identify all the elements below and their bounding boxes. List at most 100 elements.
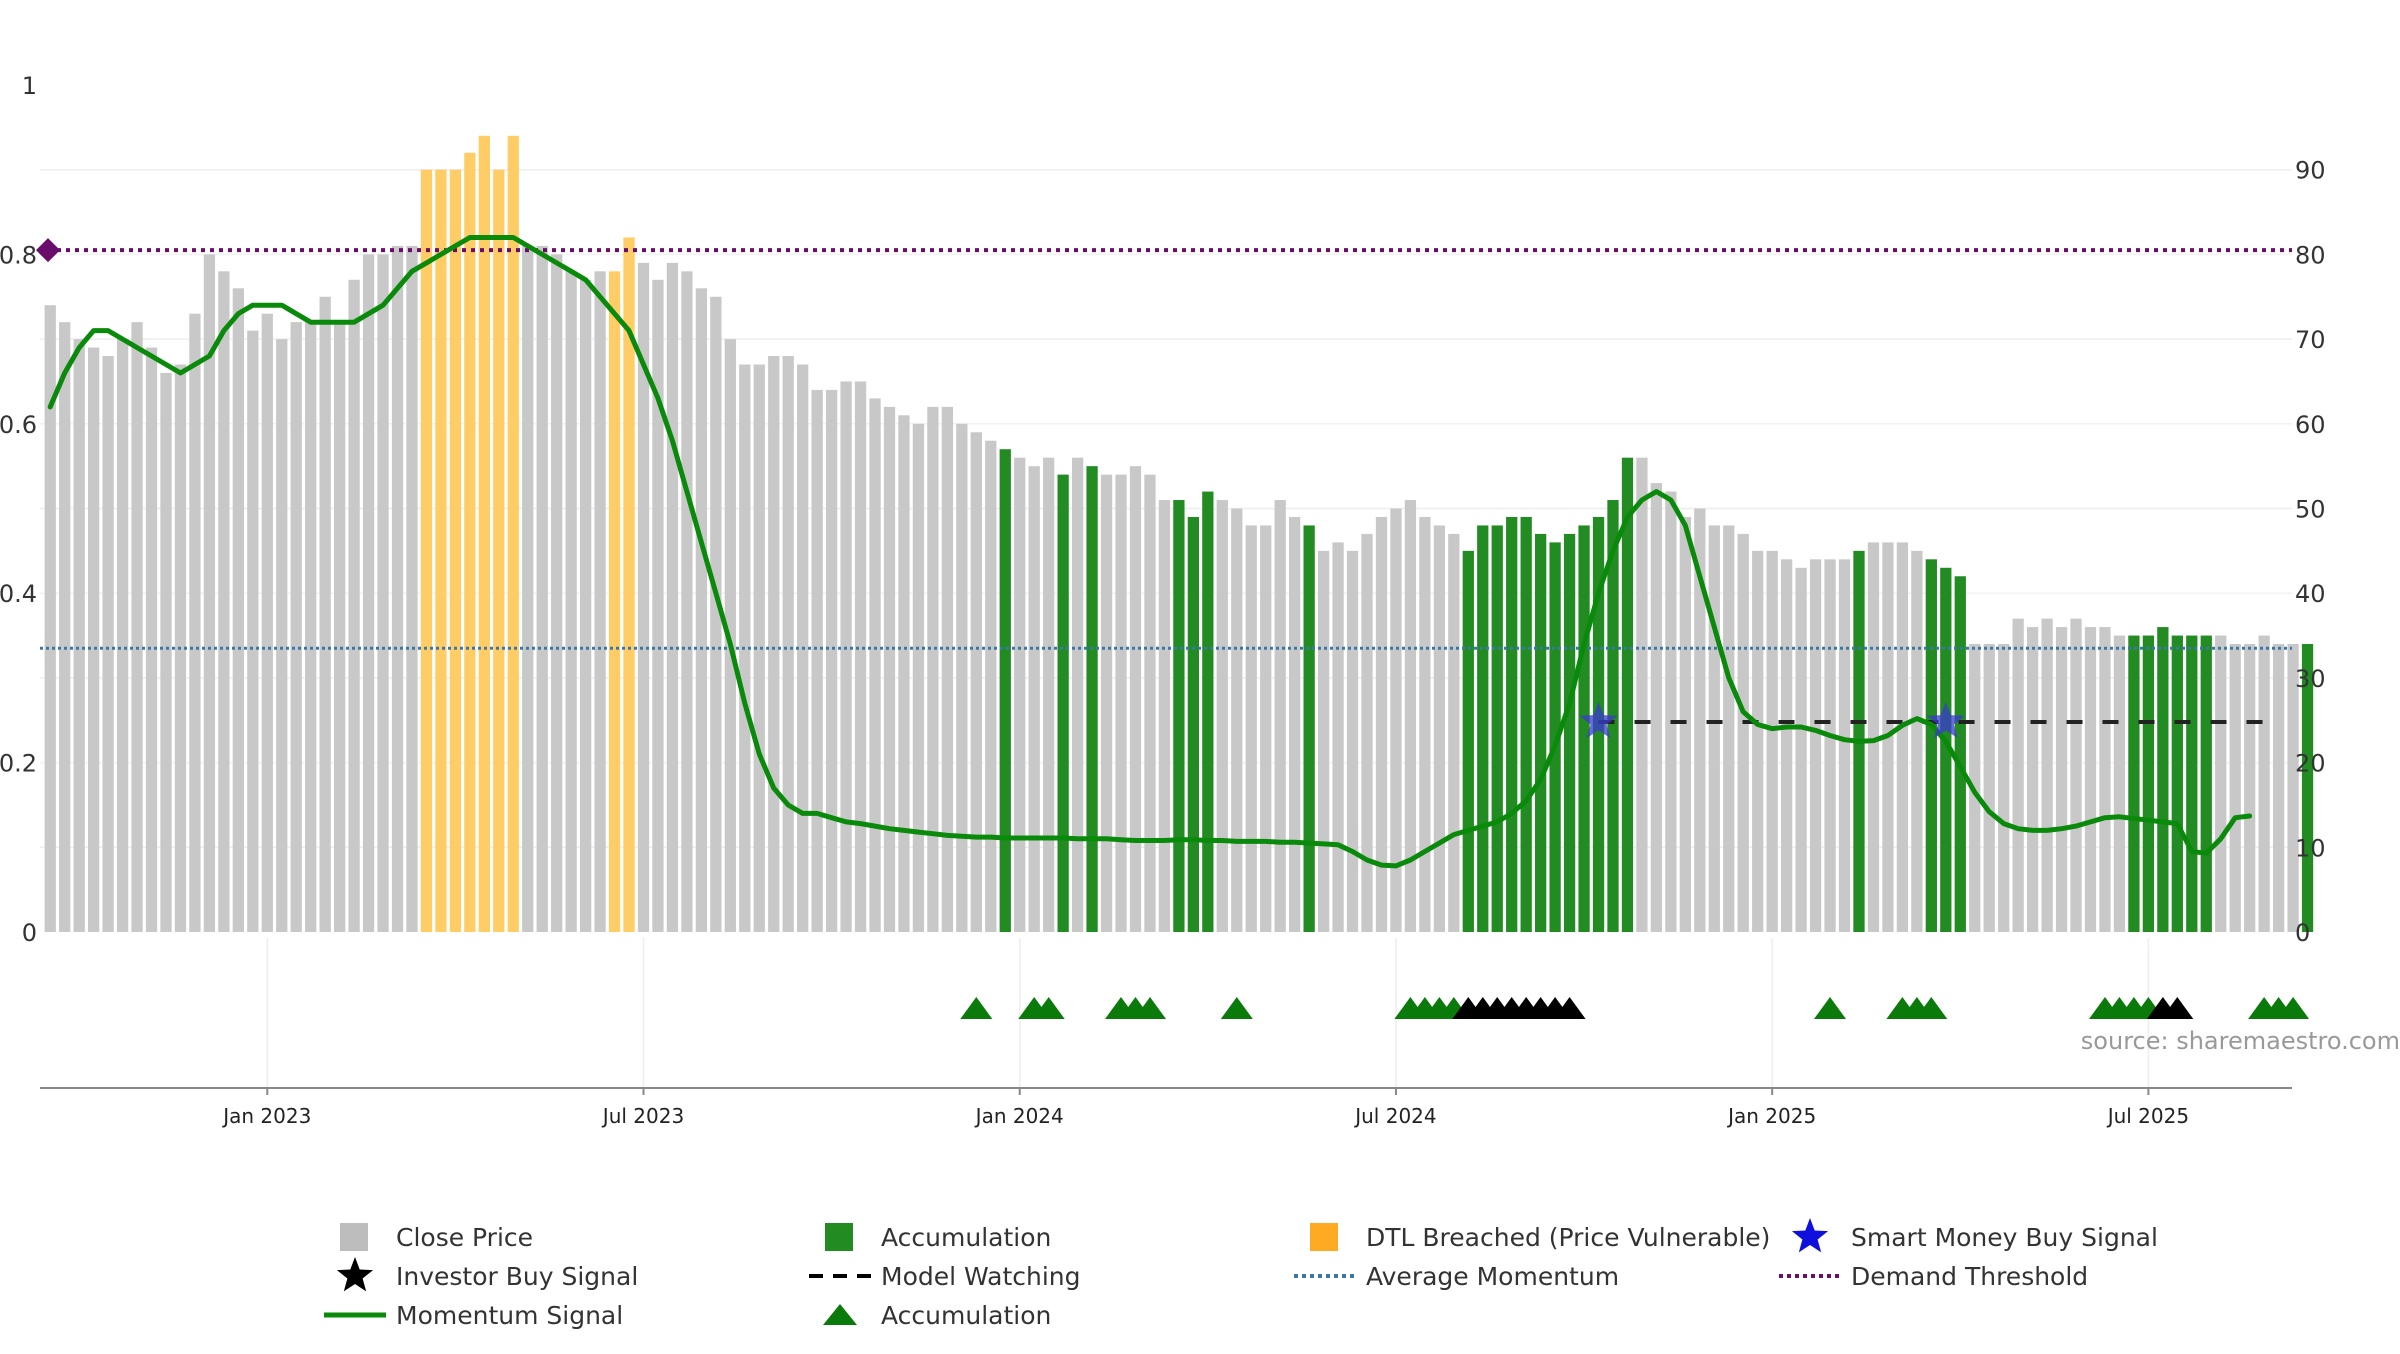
price-bar [2157, 627, 2169, 932]
price-bar [594, 271, 606, 933]
price-bar [478, 135, 490, 932]
price-bar [1694, 508, 1706, 932]
legend-label: Demand Threshold [1851, 1262, 2088, 1291]
source-label: source: sharemaestro.com [2081, 1027, 2400, 1055]
right-axis-tick-label: 60 [2295, 411, 2326, 439]
price-bar [2229, 644, 2241, 932]
right-axis-tick-label: 40 [2295, 580, 2326, 608]
price-bar [1520, 516, 1532, 932]
price-bar [464, 152, 476, 932]
price-bar [1028, 466, 1040, 932]
price-bar [1766, 550, 1778, 932]
price-bar [1071, 457, 1084, 932]
left-axis-tick-label: 1 [22, 72, 37, 100]
price-bar [88, 347, 100, 932]
accumulation-triangle [1814, 997, 1846, 1019]
price-bar [276, 339, 288, 933]
price-bar [2272, 644, 2285, 932]
price-bar [1650, 483, 1663, 932]
price-bar [2301, 644, 2314, 932]
price-bar [1781, 559, 1793, 932]
price-bar [1954, 576, 1966, 932]
smart-money-buy-star [1926, 701, 1965, 739]
price-bar [1838, 559, 1851, 932]
price-bar [334, 322, 346, 932]
price-bar [1375, 516, 1388, 932]
price-bar [1173, 500, 1185, 932]
price-bar [522, 245, 534, 932]
price-bar [1187, 516, 1199, 932]
legend-label: Momentum Signal [396, 1301, 623, 1330]
legend-item: Momentum Signal [324, 1301, 623, 1330]
price-bar [1158, 500, 1171, 932]
legend-item: Close Price [340, 1223, 533, 1252]
price-bar [1129, 466, 1142, 932]
price-bar [927, 406, 939, 932]
price-bar [652, 279, 664, 932]
legend-item: Investor Buy Signal [336, 1257, 638, 1292]
price-bar [1346, 550, 1359, 932]
price-bar [883, 406, 896, 932]
price-bar [854, 381, 867, 932]
price-bar [2258, 635, 2270, 932]
price-bar [1911, 550, 1923, 932]
right-axis-tick-label: 30 [2295, 665, 2326, 693]
legend-label: Accumulation [881, 1223, 1051, 1252]
price-bar [2200, 635, 2212, 932]
legend-swatch [1310, 1223, 1338, 1251]
price-bar [2012, 618, 2024, 932]
right-axis-tick-label: 80 [2295, 241, 2326, 269]
x-axis-tick-label: Jul 2023 [601, 1104, 684, 1128]
price-bar [2113, 635, 2126, 932]
x-axis: Jan 2023 Jul 2023 Jan 2024 Jul 2024 Jan 2025… [40, 1087, 2292, 1128]
price-bar [160, 372, 172, 933]
price-bar [941, 406, 954, 932]
price-bar [840, 381, 852, 932]
legend-label: Average Momentum [1366, 1262, 1619, 1291]
price-bar [2128, 635, 2140, 932]
left-axis: 0 0.2 0.4 0.6 0.8 1 [0, 72, 37, 947]
price-bar [2244, 644, 2256, 932]
price-bar [1245, 525, 1257, 932]
price-bar [999, 449, 1011, 932]
price-bar [1433, 525, 1445, 932]
price-bar [1752, 550, 1764, 932]
price-bar [1665, 491, 1677, 932]
price-bar [305, 322, 317, 932]
price-bar [102, 356, 114, 932]
price-bar [869, 398, 881, 932]
price-bar [1289, 516, 1301, 932]
left-axis-tick-label: 0.4 [0, 580, 37, 608]
price-bar [811, 389, 823, 932]
price-bar [753, 364, 765, 932]
legend-item: Smart Money Buy Signal [1791, 1218, 2158, 1253]
price-bar [1896, 542, 1909, 932]
price-bar [681, 271, 693, 933]
investor-signal-triangle [2161, 997, 2194, 1019]
price-bar [1202, 491, 1214, 932]
price-bar [2171, 635, 2183, 932]
price-bar [1940, 567, 1952, 932]
price-bar [1737, 533, 1749, 932]
price-bar [1317, 550, 1330, 932]
price-bar [1679, 516, 1691, 932]
price-bar [536, 245, 548, 932]
price-bar [420, 169, 433, 932]
price-bar [1014, 457, 1026, 932]
price-bar [145, 347, 158, 932]
smart-money-buy-star [1579, 701, 1618, 739]
price-bar [44, 305, 56, 933]
demand-threshold-marker [36, 238, 60, 263]
price-bar [116, 339, 129, 933]
legend-star-icon [336, 1257, 374, 1292]
price-bar [1260, 525, 1272, 932]
legend-swatch [340, 1223, 368, 1251]
price-bar [970, 432, 982, 932]
price-bar [1477, 525, 1489, 932]
price-bar [579, 279, 592, 932]
left-axis-tick-label: 0.2 [0, 750, 37, 778]
legend: Close Price Accumulation DTL Breached (Pri… [324, 1218, 2158, 1330]
legend-item: DTL Breached (Price Vulnerable) [1310, 1223, 1770, 1252]
legend-item: Accumulation [823, 1301, 1051, 1330]
